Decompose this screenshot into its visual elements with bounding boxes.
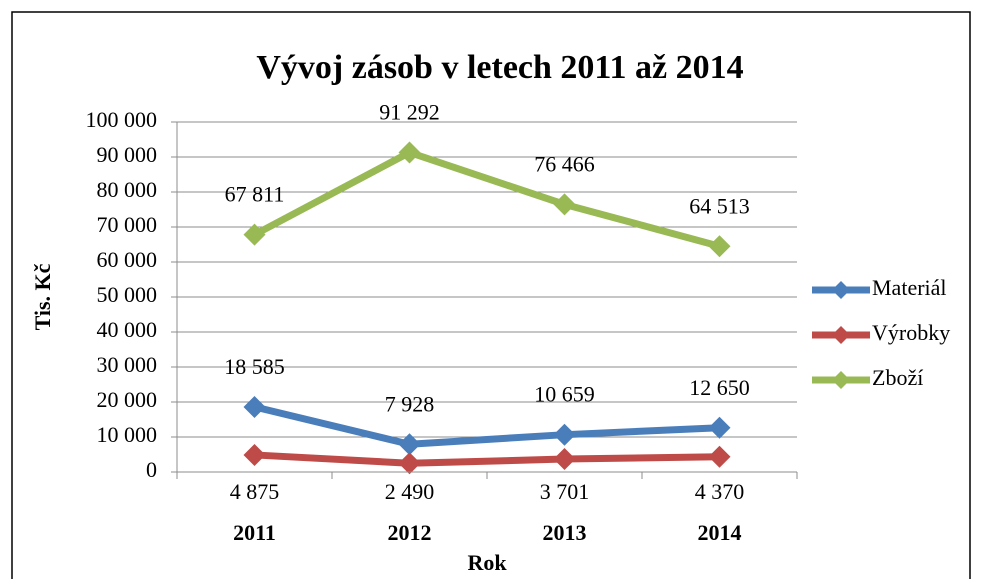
- data-label: 76 466: [534, 151, 595, 176]
- data-point: [398, 433, 421, 456]
- x-tick-label: 2013: [543, 520, 587, 545]
- x-tick-label: 2011: [233, 520, 276, 545]
- data-point: [708, 416, 731, 439]
- data-point: [553, 193, 576, 216]
- data-label: 91 292: [379, 100, 440, 125]
- data-point: [243, 443, 266, 466]
- y-tick-label: 70 000: [97, 212, 158, 237]
- data-label: 18 585: [224, 354, 285, 379]
- y-tick-label: 60 000: [97, 247, 158, 272]
- y-tick-label: 40 000: [97, 317, 158, 342]
- data-label: 4 370: [695, 479, 745, 504]
- legend-label: Výrobky: [872, 320, 950, 345]
- data-point: [398, 141, 421, 164]
- y-tick-label: 10 000: [97, 422, 158, 447]
- data-label: 2 490: [385, 479, 435, 504]
- series-line: [254, 451, 720, 467]
- data-point: [553, 423, 576, 446]
- data-label: 67 811: [225, 182, 285, 207]
- x-tick-label: 2012: [388, 520, 432, 545]
- x-tick-label: 2014: [698, 520, 742, 545]
- y-tick-label: 30 000: [97, 352, 158, 377]
- chart-frame: [11, 11, 971, 579]
- data-point: [708, 445, 731, 468]
- data-label: 4 875: [230, 479, 280, 504]
- legend-label: Zboží: [872, 365, 923, 390]
- y-tick-label: 0: [146, 457, 157, 482]
- data-label: 7 928: [385, 391, 435, 416]
- series-line: [252, 148, 721, 250]
- series-line: [253, 403, 720, 448]
- data-point: [708, 235, 731, 258]
- y-tick-label: 20 000: [97, 387, 158, 412]
- data-point: [553, 448, 576, 471]
- legend-marker: [832, 326, 850, 344]
- data-label: 64 513: [689, 193, 750, 218]
- legend-marker: [832, 281, 850, 299]
- legend-marker: [832, 371, 850, 389]
- y-tick-label: 90 000: [97, 142, 158, 167]
- data-label: 3 701: [540, 479, 590, 504]
- data-point: [243, 395, 266, 418]
- chart-title: Vývoj zásob v letech 2011 až 2014: [256, 49, 743, 86]
- y-axis-label: Tis. Kč: [30, 263, 55, 330]
- data-point: [243, 223, 266, 246]
- data-label: 10 659: [534, 382, 595, 407]
- y-tick-label: 80 000: [97, 177, 158, 202]
- y-tick-label: 100 000: [86, 107, 158, 132]
- x-axis-label: Rok: [467, 550, 507, 575]
- data-point: [398, 452, 421, 475]
- data-label: 12 650: [689, 375, 750, 400]
- legend-label: Materiál: [872, 275, 947, 300]
- y-tick-label: 50 000: [97, 282, 158, 307]
